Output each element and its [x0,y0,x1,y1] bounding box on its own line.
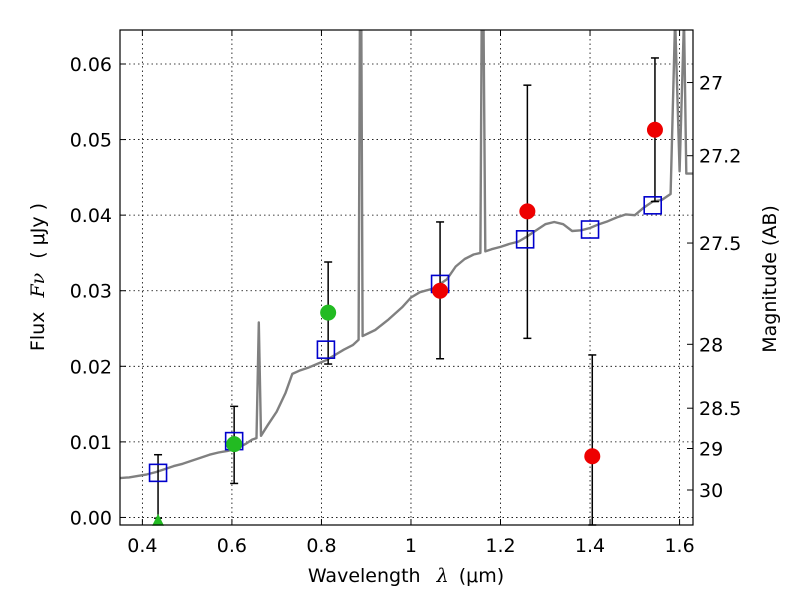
x-axis-label-symbol: λ [436,565,449,587]
x-tick-label: 1.6 [664,535,694,557]
x-tick-label: 0.6 [217,535,247,557]
nir-point-circle [584,448,601,465]
y-tick-label: 0.05 [70,130,112,152]
x-tick-label: 0.4 [127,535,157,557]
nir-point-circle [646,121,663,138]
model-point-square [515,230,535,249]
x-axis-label: Wavelength λ (μm) [308,565,504,587]
y2-tick-label: 27.5 [699,233,741,255]
y-axis-label-unit: ( μJy ) [27,203,49,259]
grid [120,30,693,525]
y-axis-label-symbol: Fν [27,272,49,298]
model-point-square [148,463,168,483]
model-spectrum-path [120,30,693,480]
optical-point-circle [320,304,337,321]
y-tick-label: 0.02 [70,356,112,378]
y2-tick-label: 28 [699,334,723,356]
model-point-square [316,340,336,359]
y2-tick-label: 29 [699,439,723,461]
x-tick-label: 0.8 [306,535,336,557]
y-axis-label-prefix: Flux [27,312,49,352]
y-axis-label: Flux Fν ( μJy ) [27,203,49,351]
model-point-square [643,196,663,215]
nir-point-circle [519,203,536,220]
model-spectrum-line [120,30,693,480]
y-tick-label: 0.01 [70,432,112,454]
x-axis-label-unit: (μm) [459,565,504,587]
y2-tick-label: 30 [699,480,723,502]
x-tick-label: 1.2 [485,535,515,557]
y2-tick-label: 27.2 [699,146,741,168]
y-tick-label: 0.03 [70,281,112,303]
y-tick-label: 0.00 [70,507,112,529]
optical-point-triangle [152,513,165,526]
y-tick-label: 0.04 [70,205,112,227]
y2-axis-label: Magnitude (AB) [759,205,781,353]
x-axis-label-prefix: Wavelength [308,565,421,587]
model-point-square [580,220,600,239]
y2-tick-label: 27 [699,73,723,95]
optical-point-circle [226,436,243,453]
y-tick-label: 0.06 [70,54,112,76]
x-tick-label: 1 [405,535,417,557]
axis-ticks: 0.4 0.6 0.8 1 1.2 1.4 1.6 0.00 0.01 0.02 0.03 0.04 0… [70,30,741,557]
plot-frame [119,29,694,526]
data-markers [148,121,663,526]
plot-background [120,30,693,525]
y2-tick-label: 28.5 [699,398,741,420]
x-tick-label: 1.4 [575,535,605,557]
nir-point-circle [432,282,449,299]
